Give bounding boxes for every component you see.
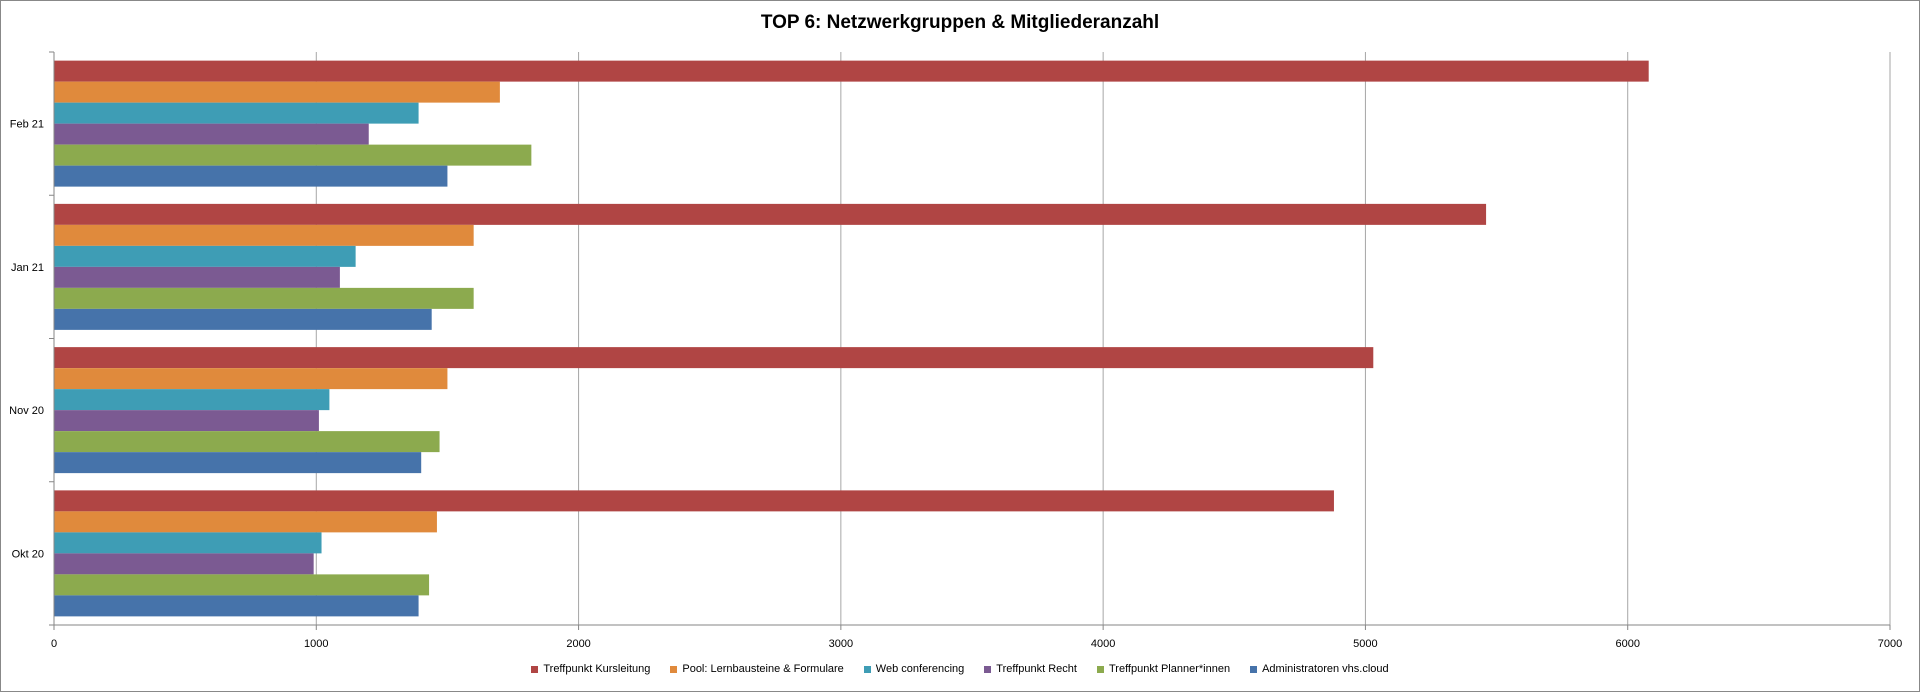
legend-label: Treffpunkt Recht — [996, 663, 1077, 676]
bar — [54, 431, 440, 453]
y-category-label: Okt 20 — [12, 548, 44, 560]
legend-label: Administratoren vhs.cloud — [1262, 663, 1389, 676]
bar — [54, 410, 319, 432]
bar — [54, 574, 430, 596]
legend-item: Web conferencing — [863, 663, 965, 676]
bar — [54, 123, 369, 145]
y-category-label: Jan 21 — [11, 262, 44, 274]
legend-label: Pool: Lernbausteine & Formulare — [682, 663, 844, 676]
bar — [54, 245, 356, 267]
bar — [54, 490, 1334, 512]
bar — [54, 532, 322, 554]
legend-swatch — [863, 665, 871, 673]
legend-swatch — [1096, 665, 1104, 673]
x-tick-label: 5000 — [1353, 638, 1377, 650]
legend-item: Treffpunkt Kursleitung — [531, 663, 650, 675]
bar — [54, 287, 474, 309]
bar — [54, 595, 419, 617]
x-tick-label: 7000 — [1878, 638, 1902, 650]
x-tick-label: 0 — [51, 638, 57, 650]
y-category-label: Nov 20 — [9, 405, 44, 417]
x-tick-label: 2000 — [566, 638, 590, 650]
bar — [54, 60, 1649, 82]
x-tick-label: 6000 — [1615, 638, 1639, 650]
bar — [54, 144, 532, 166]
bar — [54, 511, 437, 533]
legend-item: Administratoren vhs.cloud — [1250, 663, 1389, 675]
legend-swatch — [1250, 665, 1258, 673]
x-tick-label: 3000 — [829, 638, 853, 650]
chart-title: TOP 6: Netzwerkgruppen & Mitgliederanzah… — [760, 12, 1160, 33]
bar — [54, 308, 432, 330]
legend: Treffpunkt Kursleitung Pool: Lernbaustein… — [0, 663, 1920, 675]
bar — [54, 165, 448, 187]
legend-swatch — [984, 665, 992, 673]
bar — [54, 224, 474, 246]
bar — [54, 553, 314, 575]
bar — [54, 102, 419, 124]
bar — [54, 81, 500, 103]
x-tick-label: 1000 — [304, 638, 328, 650]
legend-item: Pool: Lernbausteine & Formulare — [670, 663, 844, 676]
bar — [54, 347, 1374, 369]
x-tick-label: 4000 — [1091, 638, 1115, 650]
bar — [54, 452, 422, 474]
legend-item: Treffpunkt Planner*innen — [1096, 663, 1231, 676]
legend-item: Treffpunkt Recht — [984, 663, 1077, 675]
y-category-label: Feb 21 — [10, 119, 44, 131]
legend-swatch — [670, 665, 678, 673]
bar — [54, 203, 1487, 225]
bar — [54, 368, 448, 390]
bar — [54, 266, 340, 288]
bar — [54, 389, 330, 411]
legend-label: Treffpunkt Kursleitung — [543, 663, 651, 676]
legend-label: Treffpunkt Planner*innen — [1108, 663, 1231, 676]
legend-label: Web conferencing — [875, 663, 965, 676]
legend-swatch — [531, 665, 539, 673]
